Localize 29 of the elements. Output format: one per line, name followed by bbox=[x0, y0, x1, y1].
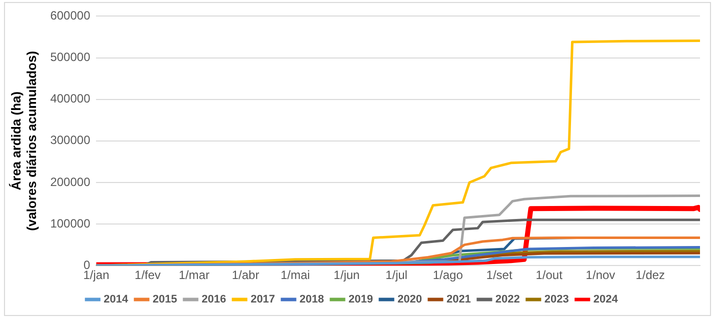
x-tick-label: 1/fev bbox=[134, 268, 161, 282]
x-tick-label: 1/jul bbox=[385, 268, 408, 282]
legend-label: 2017 bbox=[250, 294, 276, 306]
x-tick-label: 1/mar bbox=[178, 268, 210, 282]
legend-label: 2016 bbox=[202, 294, 226, 306]
legend-label: 2019 bbox=[348, 294, 373, 306]
legend-label: 2021 bbox=[446, 294, 471, 306]
x-tick-label: 1/ago bbox=[432, 268, 464, 282]
x-tick-label: 1/mai bbox=[280, 268, 310, 282]
x-tick-label: 1/out bbox=[536, 268, 564, 282]
x-tick-label: 1/dez bbox=[636, 268, 665, 282]
y-tick-label: 600000 bbox=[50, 8, 91, 23]
x-tick-label: 1/abr bbox=[232, 268, 260, 282]
legend-label: 2018 bbox=[300, 294, 324, 306]
y-tick-label: 500000 bbox=[50, 50, 91, 64]
legend-label: 2020 bbox=[397, 294, 422, 306]
legend-label: 2014 bbox=[104, 294, 130, 306]
legend-label: 2022 bbox=[495, 294, 520, 306]
x-tick-label: 1/nov bbox=[586, 268, 616, 282]
y-axis-title: Área ardida (ha) (valores diários acumulados) bbox=[8, 50, 39, 231]
x-tick-label: 1/set bbox=[486, 268, 513, 282]
legend-label: 2023 bbox=[544, 294, 569, 306]
y-tick-label: 200000 bbox=[50, 174, 91, 189]
legend-label: 2015 bbox=[152, 294, 178, 306]
legend-label: 2024 bbox=[593, 294, 619, 306]
x-tick-label: 1/jun bbox=[334, 268, 360, 282]
y-tick-label: 300000 bbox=[50, 133, 91, 148]
y-tick-label: 100000 bbox=[50, 216, 91, 230]
y-tick-label: 400000 bbox=[50, 92, 91, 106]
